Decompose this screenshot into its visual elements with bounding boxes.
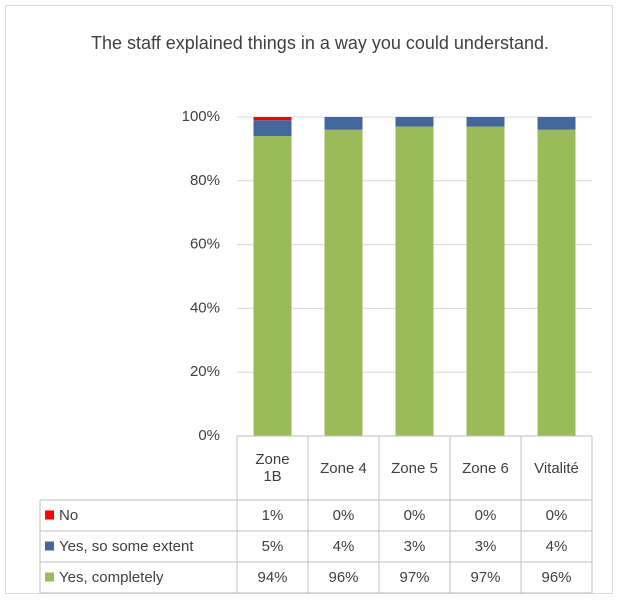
data-label: 97%	[399, 569, 430, 586]
data-label: 3%	[403, 538, 426, 555]
y-tick-label: 0%	[198, 427, 220, 444]
data-label: 0%	[332, 507, 355, 524]
y-tick-label: 60%	[190, 236, 220, 253]
bar-segment	[537, 117, 576, 130]
data-label: 1%	[261, 507, 284, 524]
x-tick-label: Zone 5	[391, 459, 438, 477]
bar-segment	[324, 129, 363, 436]
bar-segment	[466, 117, 505, 127]
bar-segment	[324, 117, 363, 130]
data-label: 0%	[474, 507, 497, 524]
legend-label: No	[59, 507, 79, 524]
data-label: 4%	[332, 538, 355, 555]
bar-segment	[395, 126, 434, 436]
bar-segment	[537, 129, 576, 436]
x-tick-label: Vitalité	[534, 459, 579, 477]
x-tick-label: Zone 4	[320, 459, 367, 477]
data-label: 96%	[541, 569, 572, 586]
legend-label: Yes, so some extent	[59, 538, 194, 555]
x-tick-label: Zone 1B	[255, 451, 290, 485]
chart-title: The staff explained things in a way you …	[91, 33, 549, 53]
bar-segment	[253, 117, 292, 121]
data-label: 4%	[545, 538, 568, 555]
y-tick-label: 20%	[190, 363, 220, 380]
data-label: 3%	[474, 538, 497, 555]
legend-label: Yes, completely	[59, 569, 164, 586]
data-label: 0%	[545, 507, 568, 524]
y-tick-label: 40%	[190, 299, 220, 316]
y-tick-label: 80%	[190, 172, 220, 189]
data-label: 94%	[257, 569, 288, 586]
y-tick-label: 100%	[182, 108, 220, 125]
legend-swatch	[45, 541, 54, 551]
bar-segment	[253, 136, 292, 436]
legend-swatch	[45, 510, 54, 520]
data-label: 5%	[261, 538, 284, 555]
bar-segment	[253, 120, 292, 137]
data-label: 97%	[470, 569, 501, 586]
data-label: 96%	[328, 569, 359, 586]
data-label: 0%	[403, 507, 426, 524]
legend-swatch	[45, 572, 54, 582]
x-tick-label: Zone 6	[462, 459, 509, 477]
bar-segment	[466, 126, 505, 436]
bar-segment	[395, 117, 434, 127]
